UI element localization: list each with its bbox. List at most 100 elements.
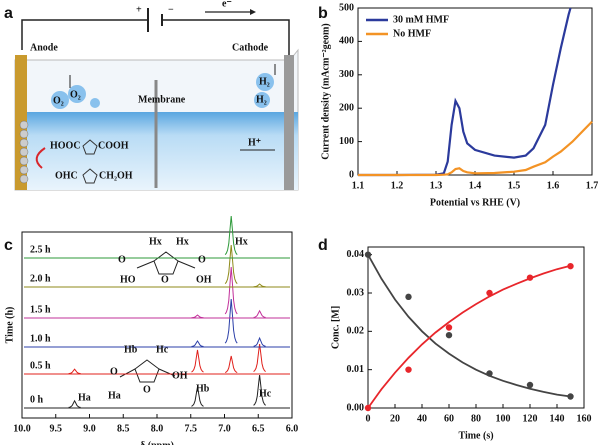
panel-label: b [318, 5, 328, 22]
peak-label: Hx [235, 236, 248, 247]
structure-label: O [143, 384, 151, 395]
y-axis-label: Current density (mAcm⁻²geom) [320, 23, 331, 159]
x-tick-label: 9.0 [83, 423, 96, 434]
x-tick-label: 1.7 [586, 180, 599, 191]
x-tick-label: 7.0 [218, 423, 231, 434]
minus-label: − [168, 4, 174, 15]
x-tick-label: 1.5 [508, 180, 521, 191]
molecule-label: COOH [98, 140, 129, 151]
series-label: 1.0 h [30, 333, 51, 344]
x-tick-label: 60 [444, 413, 454, 424]
x-tick-label: 1.1 [352, 180, 365, 191]
arrow-head [250, 9, 256, 15]
plot-frame [21, 231, 293, 419]
structure-label: OH [172, 370, 188, 381]
y-tick-label: 200 [339, 102, 354, 113]
y-tick-label: 300 [339, 69, 354, 80]
series-label: 0 h [30, 394, 44, 405]
x-tick-label: 1.3 [430, 180, 443, 191]
peak [253, 283, 266, 288]
bubbles [51, 73, 274, 109]
peak [191, 349, 204, 373]
x-tick-label: 40 [417, 413, 427, 424]
structure-label: OH [196, 274, 212, 285]
nmr-structures [119, 251, 196, 383]
structure-label: O [118, 254, 126, 265]
x-tick-label: 10.0 [13, 423, 31, 434]
x-tick-label: 7.5 [185, 423, 198, 434]
x-tick-label: 140 [550, 413, 565, 424]
series-label: 0.5 h [30, 360, 51, 371]
legend-label: No HMF [393, 28, 431, 39]
data-line [358, 120, 593, 177]
legend-label: 30 mM HMF [393, 14, 449, 25]
ring [82, 139, 98, 155]
peak [191, 386, 204, 407]
structure-label: O [110, 366, 118, 377]
peak [253, 309, 266, 318]
structure-label: Hb [124, 344, 138, 355]
peak-label: Ha [78, 392, 91, 403]
species-label: H₂ [259, 76, 270, 87]
peak-label: Hb [196, 383, 210, 394]
x-tick-label: 120 [523, 413, 538, 424]
y-tick-label: 0.00 [347, 402, 365, 413]
peak [224, 266, 238, 315]
plus-label: + [136, 4, 142, 15]
structure-label: O [161, 274, 169, 285]
panel-label: d [318, 237, 328, 254]
series-label: 2.0 h [30, 273, 51, 284]
peak [224, 215, 238, 255]
data-line [358, 7, 572, 177]
structure-label: Ha [108, 390, 121, 401]
x-tick-label: 80 [471, 413, 481, 424]
x-tick-label: 6.5 [252, 423, 265, 434]
peak [68, 368, 81, 375]
point [405, 293, 412, 301]
peak [68, 399, 81, 408]
x-tick-label: 8.5 [117, 423, 130, 434]
peak [253, 336, 266, 347]
peak [253, 374, 266, 406]
molecule-label: OHC [55, 170, 78, 181]
x-tick-label: 0 [366, 413, 371, 424]
x-tick-label: 1.6 [547, 180, 560, 191]
species-label: H⁺ [248, 137, 261, 148]
x-tick-label: 1.2 [391, 180, 404, 191]
y-tick-label: 0.01 [347, 364, 365, 375]
peak [224, 298, 238, 344]
molecule-label: CH₂OH [99, 170, 133, 181]
cell-diagram [14, 8, 299, 191]
data-line [367, 264, 571, 409]
y-tick-label: 0 [349, 169, 354, 180]
cathode-label: Cathode [232, 42, 269, 53]
point [526, 381, 534, 389]
y-tick-label: 100 [339, 136, 354, 147]
x-axis-label: Time (s) [458, 430, 493, 441]
peak [253, 343, 266, 372]
structure-label: Hx [149, 236, 162, 247]
x-tick-label: 100 [496, 413, 511, 424]
x-axis-label: δ (ppm) [140, 440, 174, 445]
y-tick-label: 0.04 [347, 249, 365, 260]
panel-label: c [4, 237, 13, 254]
peak [224, 244, 238, 284]
reaction-arrow [35, 147, 46, 169]
x-tick-label: 20 [390, 413, 400, 424]
peak [191, 340, 204, 347]
catalyst-spheres [19, 120, 29, 184]
electron-label: e⁻ [222, 0, 232, 9]
ring [82, 168, 98, 184]
peak [191, 314, 204, 319]
x-tick-label: 1.4 [469, 180, 482, 191]
peak [224, 355, 238, 374]
structure-label: Hx [176, 236, 189, 247]
structure-label: O [198, 254, 206, 265]
x-tick-label: 160 [577, 413, 592, 424]
y-tick-label: 500 [339, 2, 354, 13]
cathode-plate [284, 55, 294, 190]
y-axis-label: Time (h) [4, 307, 15, 344]
y-axis-label: Conc. [M] [330, 306, 341, 349]
x-tick-label: 9.5 [50, 423, 63, 434]
